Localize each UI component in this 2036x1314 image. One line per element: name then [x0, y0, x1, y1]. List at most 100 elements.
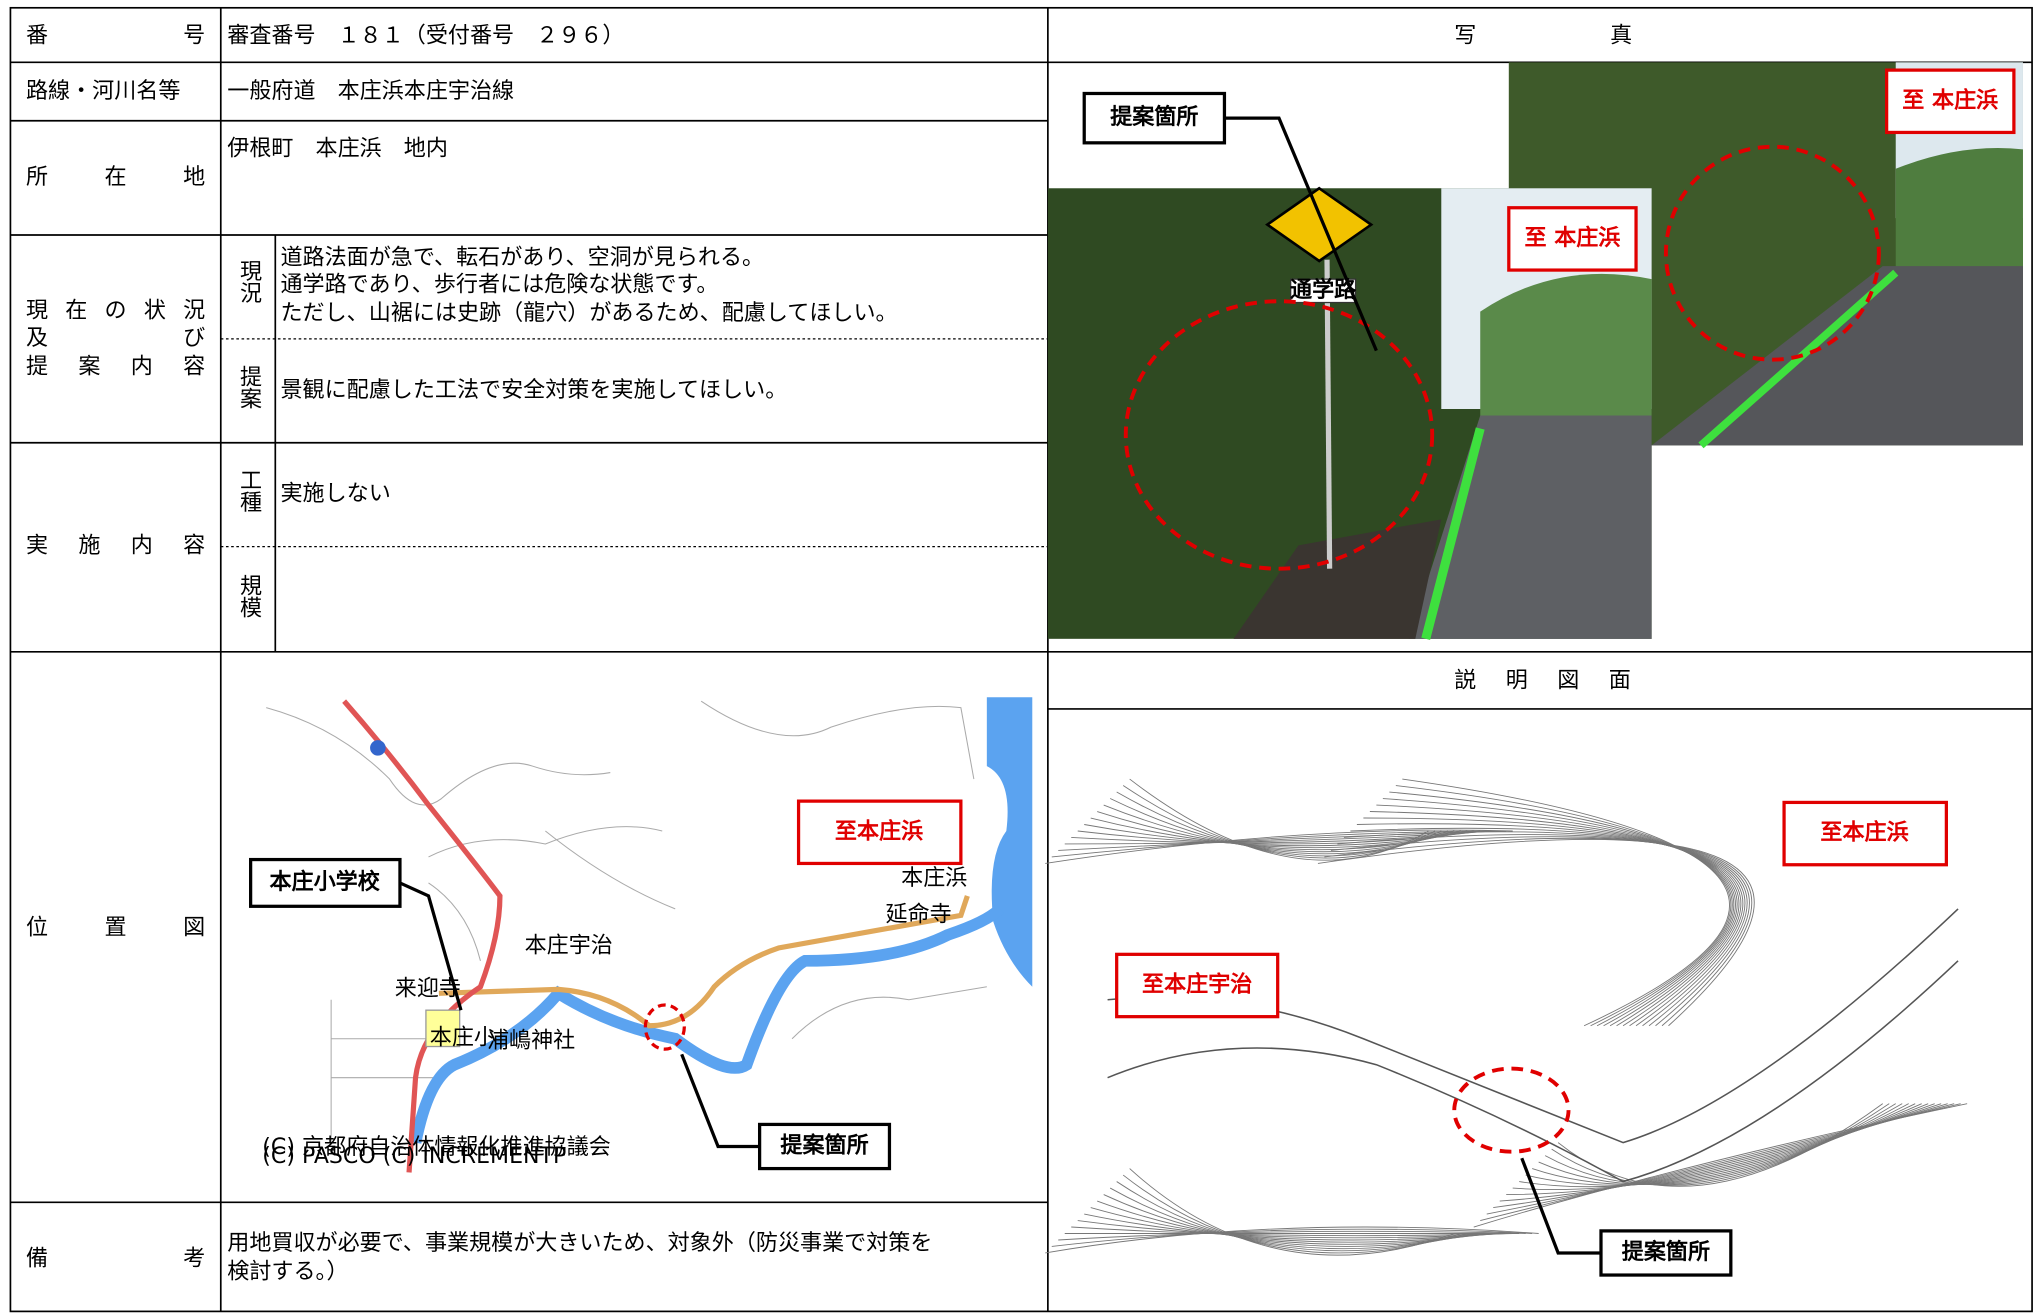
contour	[1395, 785, 1732, 1027]
credit: (C) PASCO (C) INCREMENTP	[262, 1144, 566, 1169]
shape	[1324, 259, 1333, 569]
callout: 本庄小学校	[269, 869, 380, 895]
shape	[1082, 91, 1227, 145]
contour	[1045, 1226, 1539, 1254]
contour	[1330, 836, 1750, 1027]
location-map: 本庄宇治 本庄浜 本庄小 来迎寺 延命寺 浦嶋神社 (C) 京都府自治体情報化推…	[227, 697, 1033, 1173]
shape	[266, 700, 987, 1143]
contour	[1084, 1213, 1500, 1241]
value: 道路法面が急で、転石があり、空洞が見られる。	[280, 245, 764, 270]
contour	[1097, 1200, 1487, 1245]
shape	[409, 904, 1004, 1144]
contour	[1337, 834, 1748, 1027]
contour	[1122, 1174, 1461, 1254]
shape	[1115, 952, 1280, 1019]
shape	[1290, 278, 1357, 304]
place-label: 浦嶋神社	[487, 1028, 575, 1053]
header: 説明図面	[1454, 669, 1631, 694]
photos: 通学路 提案箇所 至 本庄浜 至 本庄浜	[1047, 62, 2023, 640]
value: 実施しない	[280, 482, 390, 507]
place-label: 延命寺	[886, 902, 952, 927]
contour	[1090, 1207, 1494, 1243]
contour	[1317, 839, 1755, 1027]
contour	[1058, 830, 1500, 851]
contour	[1473, 1103, 1968, 1228]
contour	[1058, 1230, 1526, 1241]
contour	[1109, 1187, 1474, 1250]
sub-label: 現況	[236, 260, 262, 304]
shape	[370, 740, 386, 756]
value: 伊根町 本庄浜 地内	[227, 136, 448, 161]
label: 及び	[26, 326, 205, 351]
shape	[1045, 778, 1968, 1256]
contour	[1116, 1181, 1468, 1252]
contour	[1064, 830, 1494, 845]
shape	[399, 881, 463, 1011]
shape	[1895, 148, 2023, 273]
shape	[1224, 116, 1378, 352]
contour	[1363, 817, 1740, 1027]
callout: 至本庄浜	[835, 818, 923, 844]
credit: (C) 京都府自治体情報化推進協議会	[262, 1135, 611, 1160]
contour	[1077, 830, 1481, 845]
shape	[1885, 68, 2016, 135]
label: 現在の状況	[26, 299, 205, 324]
contour	[1051, 1228, 1533, 1247]
label: 所在地	[26, 165, 205, 190]
value: 一般府道 本庄浜本庄宇治線	[227, 79, 514, 104]
contour	[1103, 1194, 1481, 1247]
contour	[1356, 823, 1742, 1027]
contour	[1045, 829, 1513, 864]
label: 番号	[26, 23, 205, 48]
shape	[643, 1003, 686, 1051]
shape	[796, 799, 963, 866]
callout: 至本庄浜	[1820, 820, 1908, 846]
label: 備考	[26, 1246, 205, 1271]
label: 実施内容	[26, 534, 205, 559]
place-label: 来迎寺	[395, 976, 461, 1001]
place-label: 本庄浜	[901, 866, 967, 891]
contour	[1324, 837, 1753, 1027]
value: 審査番号 １８１（受付番号 ２９６）	[227, 23, 624, 48]
contour	[1402, 778, 1730, 1027]
shape	[1233, 519, 1442, 639]
shape	[227, 697, 1033, 1173]
callout: 至 本庄浜	[1902, 87, 1998, 113]
callout: 提案箇所	[1622, 1239, 1710, 1265]
label: 提案内容	[26, 354, 205, 379]
sub-label: 提案	[236, 365, 262, 409]
contour	[1051, 830, 1507, 858]
shape	[1782, 800, 1948, 867]
shape	[1651, 266, 2023, 446]
contour	[1382, 798, 1735, 1027]
contour	[1071, 1226, 1513, 1237]
shape	[1123, 299, 1435, 571]
shape	[1520, 1157, 1601, 1255]
contour	[1077, 1220, 1507, 1239]
shape	[680, 1053, 760, 1149]
outer-border	[9, 6, 2033, 1313]
label: 路線・河川名等	[26, 79, 180, 104]
callout: 至本庄宇治	[1142, 972, 1252, 998]
shape	[330, 986, 987, 1143]
value: 用地買収が必要で、事業規模が大きいため、対象外（防災事業で対策を	[227, 1231, 932, 1256]
sub-label: 工種	[236, 469, 262, 513]
callout: 提案箇所	[780, 1133, 868, 1159]
value: ただし、山裾には史跡（龍穴）があるため、配慮してほしい。	[280, 301, 897, 326]
contour	[1090, 817, 1468, 849]
contour	[1369, 811, 1738, 1027]
contour	[1343, 831, 1746, 1027]
shape	[700, 700, 975, 780]
shape	[757, 1122, 892, 1171]
shape	[1599, 1229, 1733, 1277]
value: 通学路であり、歩行者には危険な状態です。	[280, 273, 718, 298]
shape	[1480, 273, 1652, 416]
shape	[428, 830, 676, 961]
value: 景観に配慮した工法で安全対策を実施してほしい。	[280, 378, 787, 403]
contour	[1097, 811, 1461, 851]
callout: 提案箇所	[1110, 104, 1198, 130]
shape	[266, 707, 611, 806]
shape	[1452, 1066, 1571, 1154]
shape	[1698, 269, 1899, 449]
